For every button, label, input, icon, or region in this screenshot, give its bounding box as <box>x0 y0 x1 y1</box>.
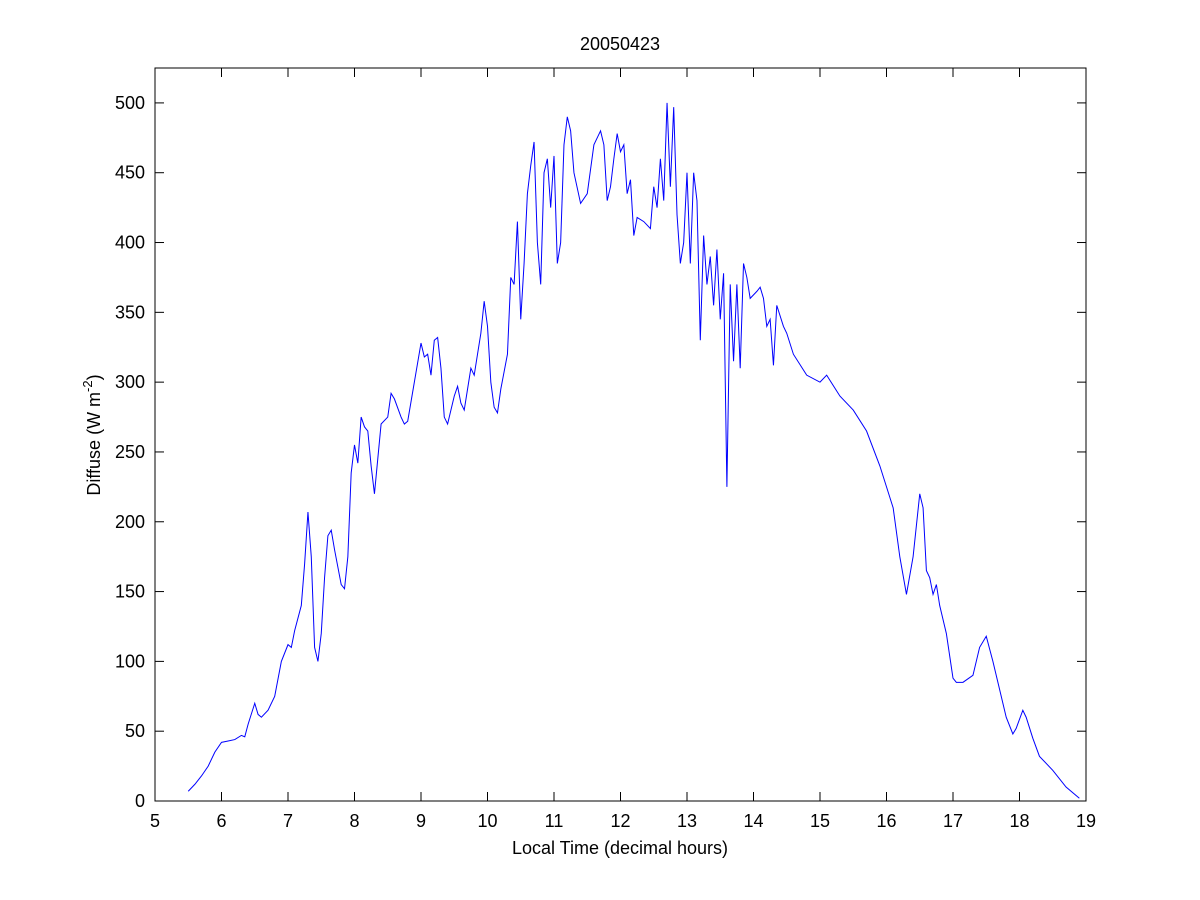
y-axis-label-sup: -2 <box>80 380 95 392</box>
y-tick-label: 150 <box>115 582 145 602</box>
x-tick-label: 16 <box>876 811 896 831</box>
y-tick-label: 300 <box>115 372 145 392</box>
y-tick-label: 350 <box>115 302 145 322</box>
y-axis-label: Diffuse (W m-2) <box>80 374 104 495</box>
y-tick-label: 400 <box>115 233 145 253</box>
y-tick-label: 0 <box>135 791 145 811</box>
y-tick-label: 500 <box>115 93 145 113</box>
x-tick-label: 19 <box>1076 811 1096 831</box>
x-tick-label: 9 <box>416 811 426 831</box>
x-tick-label: 13 <box>677 811 697 831</box>
x-tick-label: 14 <box>743 811 763 831</box>
x-tick-label: 18 <box>1009 811 1029 831</box>
x-tick-label: 17 <box>943 811 963 831</box>
y-axis-label-end: ) <box>84 374 104 380</box>
y-tick-label: 100 <box>115 651 145 671</box>
data-line <box>187 102 1080 799</box>
y-axis-label-main: Diffuse (W m <box>84 392 104 496</box>
y-tick-label: 250 <box>115 442 145 462</box>
x-tick-label: 8 <box>349 811 359 831</box>
x-tick-label: 7 <box>283 811 293 831</box>
y-tick-label: 200 <box>115 512 145 532</box>
x-tick-label: 11 <box>545 811 564 831</box>
y-tick-label: 450 <box>115 163 145 183</box>
y-tick-label: 50 <box>125 721 145 741</box>
x-tick-label: 5 <box>150 811 160 831</box>
x-tick-label: 12 <box>610 811 630 831</box>
axes-box <box>154 67 1087 802</box>
chart-title: 20050423 <box>580 34 660 54</box>
x-axis-label: Local Time (decimal hours) <box>512 838 728 858</box>
x-tick-label: 10 <box>477 811 497 831</box>
x-tick-label: 15 <box>810 811 830 831</box>
x-tick-label: 6 <box>216 811 226 831</box>
